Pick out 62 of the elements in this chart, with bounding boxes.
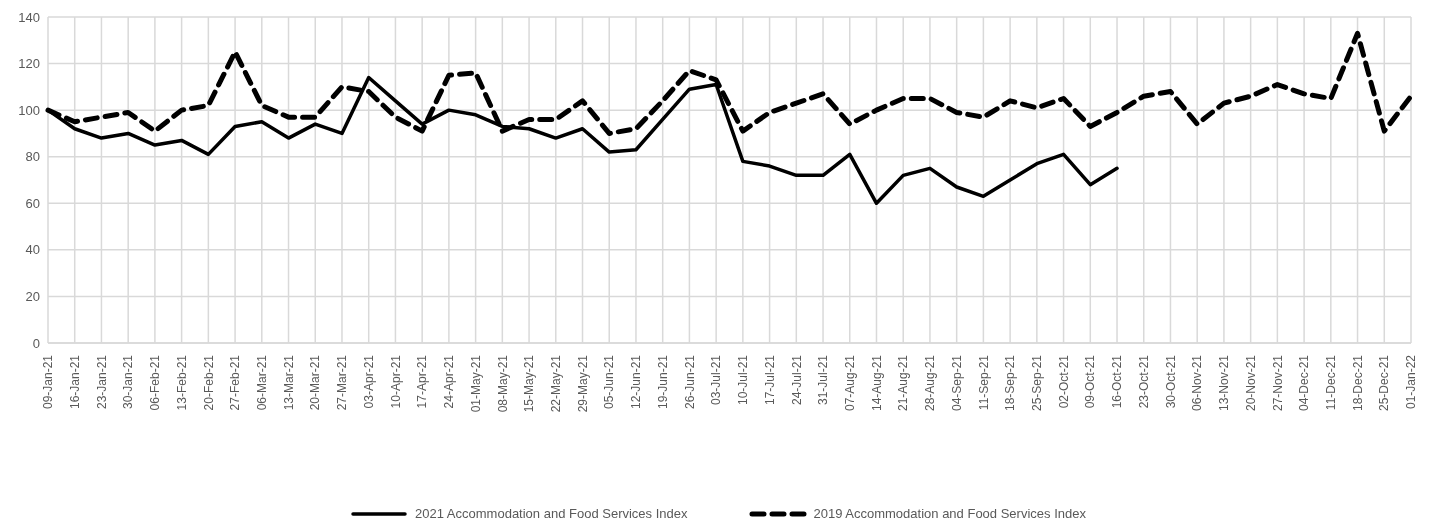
x-tick-label: 19-Jun-21 [655, 354, 670, 410]
x-tick-label: 11-Dec-21 [1324, 354, 1339, 411]
x-tick-label: 10-Jul-21 [736, 354, 751, 406]
y-tick-label: 60 [25, 195, 40, 211]
x-tick-label: 30-Jan-21 [121, 354, 136, 410]
x-tick-label: 22-May-21 [548, 354, 563, 413]
x-tick-label: 08-May-21 [495, 354, 510, 413]
x-tick-label: 29-May-21 [575, 354, 590, 413]
x-tick-label: 04-Sep-21 [949, 354, 964, 412]
x-tick-label: 27-Nov-21 [1270, 354, 1285, 412]
y-tick-label: 100 [18, 102, 40, 118]
x-tick-label: 13-Nov-21 [1217, 354, 1232, 412]
x-tick-label: 15-May-21 [522, 354, 537, 413]
x-tick-label: 25-Sep-21 [1030, 354, 1045, 412]
y-tick-label: 120 [18, 56, 40, 72]
x-tick-label: 07-Aug-21 [842, 354, 857, 412]
legend-label: 2021 Accommodation and Food Services Index [415, 506, 688, 521]
x-tick-label: 28-Aug-21 [923, 354, 938, 412]
x-tick-label: 20-Mar-21 [308, 354, 323, 411]
x-tick-label: 09-Jan-21 [41, 354, 56, 410]
x-tick-label: 13-Mar-21 [281, 354, 296, 411]
x-tick-label: 16-Oct-21 [1110, 354, 1125, 409]
x-tick-label: 02-Oct-21 [1056, 354, 1071, 409]
x-tick-label: 18-Dec-21 [1350, 354, 1365, 412]
y-tick-label: 140 [18, 9, 40, 25]
x-tick-label: 12-Jun-21 [629, 354, 644, 410]
legend-label: 2019 Accommodation and Food Services Index [813, 506, 1086, 521]
x-tick-label: 23-Oct-21 [1136, 354, 1151, 409]
x-tick-label: 17-Apr-21 [415, 354, 430, 409]
x-tick-label: 06-Nov-21 [1190, 354, 1205, 412]
x-tick-label: 20-Nov-21 [1243, 354, 1258, 412]
x-tick-label: 06-Mar-21 [255, 354, 269, 411]
x-tick-label: 18-Sep-21 [1003, 354, 1018, 412]
y-tick-label: 80 [25, 149, 40, 165]
y-tick-label: 40 [25, 242, 40, 258]
x-tick-label: 09-Oct-21 [1083, 354, 1098, 409]
x-tick-label: 30-Oct-21 [1163, 354, 1178, 409]
x-tick-label: 16-Jan-21 [67, 354, 82, 410]
y-tick-label: 20 [25, 289, 40, 305]
x-tick-label: 20-Feb-21 [201, 354, 216, 411]
x-tick-label: 06-Feb-21 [148, 354, 163, 411]
x-tick-label: 04-Dec-21 [1297, 354, 1312, 412]
x-tick-label: 10-Apr-21 [388, 354, 403, 409]
x-tick-label: 21-Aug-21 [896, 354, 911, 412]
x-tick-label: 24-Jul-21 [789, 354, 804, 406]
x-tick-label: 03-Apr-21 [361, 354, 376, 409]
x-tick-label: 11-Sep-21 [976, 354, 991, 411]
x-tick-label: 05-Jun-21 [602, 354, 617, 410]
x-tick-label: 17-Jul-21 [762, 354, 777, 406]
x-tick-label: 01-Jan-22 [1404, 354, 1419, 410]
x-tick-label: 23-Jan-21 [94, 354, 109, 410]
x-tick-label: 24-Apr-21 [442, 354, 457, 409]
x-tick-label: 31-Jul-21 [816, 354, 831, 406]
x-tick-label: 01-May-21 [468, 354, 483, 413]
y-tick-label: 0 [32, 335, 40, 351]
x-tick-label: 03-Jul-21 [709, 354, 724, 406]
x-tick-label: 14-Aug-21 [869, 354, 884, 412]
x-tick-label: 27-Mar-21 [335, 354, 350, 411]
x-tick-label: 25-Dec-21 [1377, 354, 1392, 412]
x-tick-label: 13-Feb-21 [174, 354, 189, 411]
x-tick-label: 26-Jun-21 [682, 354, 697, 410]
x-tick-label: 27-Feb-21 [228, 354, 243, 411]
